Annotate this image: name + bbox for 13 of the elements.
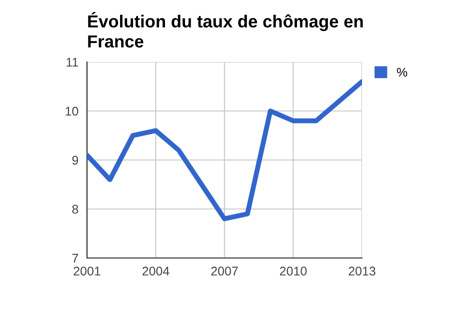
y-tick-label: 7 <box>72 254 78 263</box>
x-tick-label: 2013 <box>348 266 376 276</box>
y-tick-label: 9 <box>72 156 78 165</box>
y-tick-label: 11 <box>66 58 78 67</box>
x-tick-label: 2007 <box>211 266 238 276</box>
x-tick-label: 2010 <box>280 266 307 276</box>
x-tick-label: 2001 <box>74 266 100 276</box>
legend-label: % <box>396 68 408 77</box>
x-tick-label: 2004 <box>142 266 170 276</box>
y-tick-label: 8 <box>72 204 78 214</box>
y-tick-label: 10 <box>66 106 78 116</box>
line-series <box>87 79 362 222</box>
chart-title: Évolution du taux de chômage en France <box>88 12 363 48</box>
